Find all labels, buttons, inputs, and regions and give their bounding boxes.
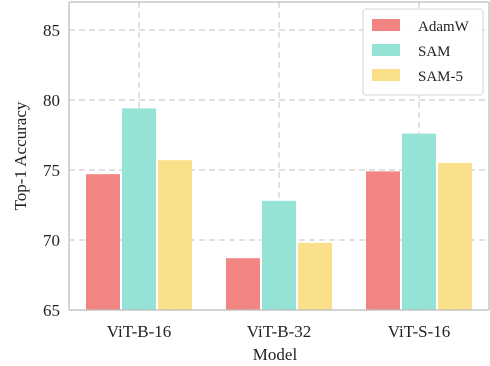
x-axis-label: Model <box>253 345 298 364</box>
x-tick-label: ViT-B-32 <box>247 322 311 341</box>
x-tick-label: ViT-S-16 <box>388 322 451 341</box>
legend-swatch-sam-5 <box>372 69 400 81</box>
bars <box>86 108 472 311</box>
bar-adamw-vit-b-32 <box>226 258 260 310</box>
y-tick-labels: 65 70 75 80 85 <box>43 21 60 320</box>
legend: AdamW SAM SAM-5 <box>362 8 484 96</box>
x-tick-label: ViT-B-16 <box>107 322 171 341</box>
plot-frame <box>68 1 490 311</box>
legend-label-sam: SAM <box>418 44 451 60</box>
y-tick-label: 85 <box>43 21 60 40</box>
x-tick-labels: ViT-B-16 ViT-B-32 ViT-S-16 <box>107 322 451 341</box>
legend-swatch-sam <box>372 44 400 56</box>
y-axis-label: Top-1 Accuracy <box>11 101 30 210</box>
legend-swatch-adamw <box>372 19 400 31</box>
y-tick-label: 70 <box>43 231 60 250</box>
legend-label-adamw: AdamW <box>418 19 470 35</box>
y-tick-label: 65 <box>43 301 60 320</box>
bar-sam-vit-b-32 <box>262 200 296 310</box>
legend-label-sam-5: SAM-5 <box>418 69 463 85</box>
bar-adamw-vit-b-16 <box>86 174 120 310</box>
bar-adamw-vit-s-16 <box>366 171 400 310</box>
y-tick-label: 75 <box>43 161 60 180</box>
bar-sam-5-vit-b-32 <box>298 242 332 310</box>
bar-sam-5-vit-b-16 <box>158 160 192 310</box>
bar-sam-vit-s-16 <box>402 133 436 310</box>
bar-sam-vit-b-16 <box>122 108 156 311</box>
bar-sam-5-vit-s-16 <box>438 163 472 310</box>
y-tick-label: 80 <box>43 91 60 110</box>
